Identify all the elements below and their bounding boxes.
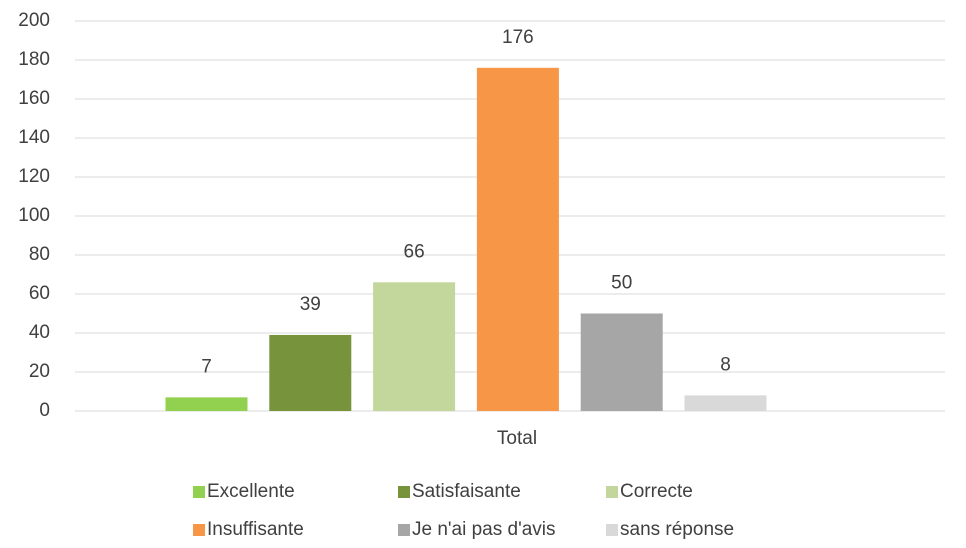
legend-label: sans réponse	[620, 519, 734, 540]
data-label: 39	[300, 294, 321, 315]
y-tick-label: 100	[18, 205, 50, 226]
bar	[580, 313, 663, 411]
legend-label: Je n'ai pas d'avis	[412, 519, 556, 540]
y-tick-label: 120	[18, 166, 50, 187]
y-tick-label: 0	[39, 400, 50, 421]
y-tick-label: 200	[18, 10, 50, 31]
legend-label: Correcte	[620, 481, 693, 502]
data-label: 50	[611, 273, 632, 294]
bar	[269, 334, 352, 411]
data-label: 8	[720, 354, 731, 375]
x-tick-label: Total	[497, 428, 537, 449]
data-label: 176	[502, 27, 534, 48]
data-label: 7	[201, 356, 212, 377]
legend-swatch	[606, 524, 618, 536]
y-tick-label: 20	[29, 361, 50, 382]
legend-label: Excellente	[207, 481, 295, 502]
legend-swatch	[398, 486, 410, 498]
y-tick-label: 160	[18, 88, 50, 109]
legend-swatch	[606, 486, 618, 498]
bar	[165, 397, 248, 411]
y-tick-label: 40	[29, 322, 50, 343]
y-tick-label: 60	[29, 283, 50, 304]
y-tick-label: 180	[18, 49, 50, 70]
y-tick-label: 80	[29, 244, 50, 265]
data-label: 66	[404, 241, 425, 262]
legend-swatch	[193, 524, 205, 536]
bar	[476, 67, 559, 412]
bar	[684, 395, 767, 411]
legend-label: Satisfaisante	[412, 481, 521, 502]
legend-swatch	[398, 524, 410, 536]
bar	[373, 282, 456, 411]
y-tick-label: 140	[18, 127, 50, 148]
legend-label: Insuffisante	[207, 519, 304, 540]
legend-swatch	[193, 486, 205, 498]
